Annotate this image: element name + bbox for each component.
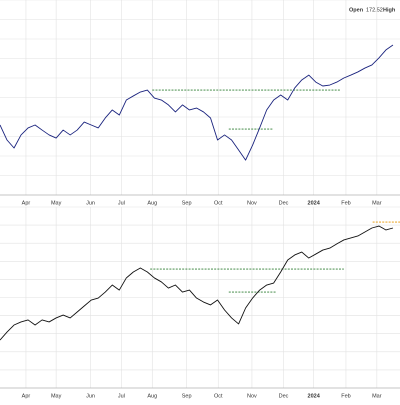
open-value: 172.52 — [366, 7, 383, 13]
x-tick-label: Sep — [182, 393, 192, 399]
x-tick-label: Jul — [118, 393, 125, 399]
x-tick-label: Jun — [86, 393, 95, 399]
x-tick-label: Nov — [247, 393, 257, 399]
x-tick-label: Dec — [279, 200, 289, 206]
open-label: Open — [349, 7, 364, 13]
x-tick-label: Feb — [341, 200, 350, 206]
x-tick-label: Jun — [86, 200, 95, 206]
x-tick-label: Mar — [372, 393, 382, 399]
x-tick-label: Nov — [247, 200, 257, 206]
x-tick-label: Jul — [118, 200, 125, 206]
x-tick-label: Aug — [147, 393, 157, 399]
x-tick-label: Apr — [22, 200, 31, 206]
x-tick-label: Sep — [182, 200, 192, 206]
x-tick-label: Mar — [372, 200, 382, 206]
x-tick-label: Apr — [22, 393, 31, 399]
x-tick-label: May — [51, 393, 62, 399]
x-tick-label: May — [51, 200, 62, 206]
x-tick-label: Feb — [341, 393, 350, 399]
x-tick-label: 2024 — [308, 393, 321, 399]
x-tick-label: Dec — [279, 393, 289, 399]
high-label: High — [383, 7, 396, 13]
x-tick-label: Oct — [214, 393, 223, 399]
price-line — [0, 44, 394, 161]
x-tick-label: Oct — [214, 200, 223, 206]
x-tick-label: Aug — [147, 200, 157, 206]
x-tick-label: 2024 — [308, 200, 321, 206]
price-line — [0, 225, 394, 341]
